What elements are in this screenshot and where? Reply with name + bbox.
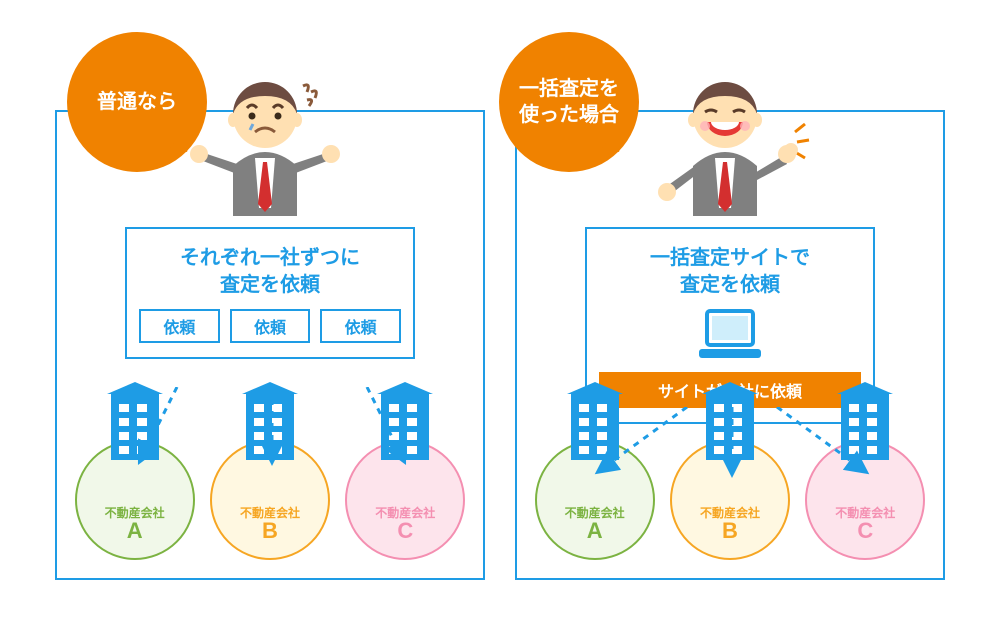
centerbox-normal: それぞれ一社ずつに 査定を依頼 依頼 依頼 依頼 bbox=[125, 227, 415, 359]
person-confused-icon bbox=[185, 66, 355, 241]
arrows-left bbox=[57, 387, 487, 477]
arrows-right bbox=[517, 407, 947, 497]
company-letter: A bbox=[127, 520, 143, 542]
request-button: 依頼 bbox=[320, 309, 401, 343]
speech-bubble-normal: 普通なら bbox=[67, 32, 207, 172]
request-button: 依頼 bbox=[139, 309, 220, 343]
person-happy-icon bbox=[645, 66, 815, 241]
speech-bubble-bulk: 一括査定を 使った場合 bbox=[499, 32, 639, 172]
company-letter: C bbox=[857, 520, 873, 542]
centerbox-title: 一括査定サイトで 査定を依頼 bbox=[599, 245, 861, 299]
laptop-icon bbox=[599, 309, 861, 366]
centerbox-title: それぞれ一社ずつに 査定を依頼 bbox=[139, 245, 401, 299]
company-letter: C bbox=[397, 520, 413, 542]
bubble-text: 普通なら bbox=[97, 89, 177, 115]
panel-normal: 普通なら bbox=[55, 110, 485, 580]
company-letter: B bbox=[722, 520, 738, 542]
request-row: 依頼 依頼 依頼 bbox=[139, 309, 401, 343]
company-letter: A bbox=[587, 520, 603, 542]
bubble-text: 一括査定を 使った場合 bbox=[519, 76, 619, 128]
request-button: 依頼 bbox=[230, 309, 311, 343]
panel-bulk: 一括査定を 使った場合 bbox=[515, 110, 945, 580]
company-letter: B bbox=[262, 520, 278, 542]
